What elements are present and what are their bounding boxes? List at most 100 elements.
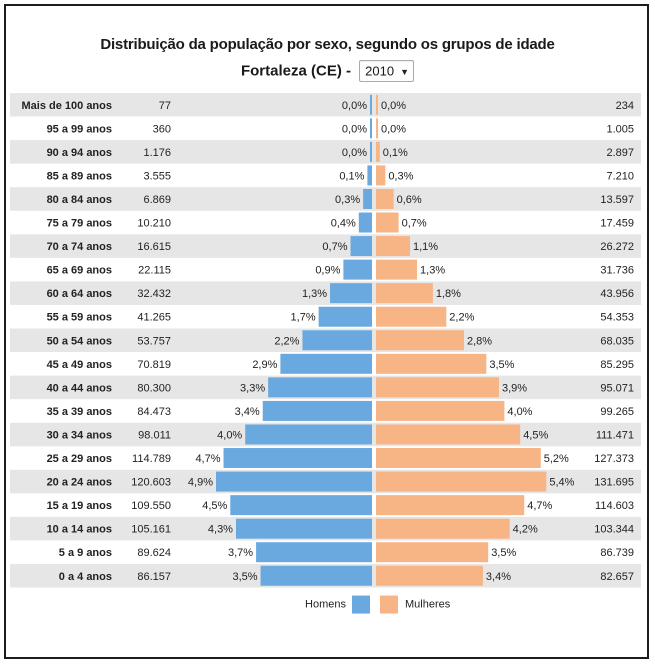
men-value: 120.603: [131, 477, 171, 489]
men-value: 89.624: [137, 547, 171, 559]
men-percent-label: 3,5%: [232, 571, 257, 583]
men-bar: [343, 259, 372, 280]
men-percent-label: 3,3%: [240, 382, 265, 394]
men-bar: [245, 424, 372, 445]
men-percent-label: 2,9%: [252, 359, 277, 371]
women-value: 7.210: [606, 170, 634, 182]
men-percent-label: 0,0%: [342, 100, 367, 112]
women-percent-label: 5,4%: [549, 477, 574, 489]
women-percent-label: 5,2%: [544, 453, 569, 465]
men-value: 10.210: [137, 218, 171, 230]
men-bar: [370, 118, 372, 139]
age-group-label: 10 a 14 anos: [47, 524, 112, 536]
men-value: 1.176: [143, 147, 171, 159]
age-group-label: 20 a 24 anos: [47, 477, 112, 489]
men-bar: [302, 330, 372, 351]
men-value: 105.161: [131, 524, 171, 536]
women-value: 114.603: [595, 500, 634, 512]
women-value: 26.272: [600, 241, 634, 253]
women-percent-label: 4,7%: [527, 500, 552, 512]
legend-label-mulheres: Mulheres: [405, 599, 451, 611]
age-group-label: 70 a 74 anos: [47, 241, 112, 253]
men-percent-label: 0,0%: [342, 123, 367, 135]
women-percent-label: 0,3%: [388, 170, 413, 182]
age-group-label: 60 a 64 anos: [47, 288, 112, 300]
women-percent-label: 2,2%: [449, 312, 474, 324]
women-percent-label: 3,9%: [502, 382, 527, 394]
women-percent-label: 0,6%: [397, 194, 422, 206]
age-group-label: 95 a 99 anos: [47, 123, 112, 135]
women-bar: [376, 259, 418, 280]
men-percent-label: 3,4%: [235, 406, 260, 418]
women-value: 127.373: [594, 453, 634, 465]
women-bar: [376, 353, 487, 374]
women-percent-label: 1,1%: [413, 241, 438, 253]
men-bar: [256, 542, 372, 563]
women-percent-label: 4,0%: [507, 406, 532, 418]
year-select[interactable]: 2010 ▼: [359, 60, 415, 82]
legend-swatch-mulheres: [380, 595, 398, 614]
women-percent-label: 4,5%: [523, 429, 548, 441]
age-group-label: 85 a 89 anos: [47, 170, 112, 182]
women-value: 234: [616, 100, 634, 112]
men-value: 86.157: [137, 571, 171, 583]
age-group-label: 35 a 39 anos: [47, 406, 112, 418]
age-group-label: 5 a 9 anos: [59, 547, 112, 559]
age-group-label: 30 a 34 anos: [47, 429, 112, 441]
women-bar: [376, 212, 399, 233]
women-bar: [376, 330, 465, 351]
age-group-label: 40 a 44 anos: [47, 382, 112, 394]
legend-swatch-homens: [352, 595, 370, 614]
women-bar: [376, 283, 433, 304]
women-percent-label: 1,8%: [436, 288, 461, 300]
men-bar: [367, 165, 372, 186]
men-value: 84.473: [137, 406, 171, 418]
women-percent-label: 0,1%: [383, 147, 408, 159]
age-group-label: 25 a 29 anos: [47, 453, 112, 465]
women-value: 43.956: [600, 288, 634, 300]
women-bar: [376, 448, 541, 469]
legend-label-homens: Homens: [305, 599, 346, 611]
men-value: 53.757: [137, 335, 171, 347]
age-group-label: 90 a 94 anos: [47, 147, 112, 159]
women-value: 54.353: [600, 312, 634, 324]
men-percent-label: 0,3%: [335, 194, 360, 206]
men-bar: [230, 495, 372, 516]
chevron-down-icon: ▼: [400, 66, 410, 77]
men-bar: [370, 94, 372, 115]
chart-subtitle: Fortaleza (CE) -: [240, 62, 351, 80]
women-bar: [376, 542, 489, 563]
women-value: 86.739: [600, 547, 634, 559]
women-bar: [376, 565, 483, 586]
women-value: 68.035: [600, 335, 634, 347]
women-bar: [376, 377, 499, 398]
men-value: 32.432: [137, 288, 171, 300]
men-value: 16.615: [137, 241, 171, 253]
chart-title: Distribuição da população por sexo, segu…: [100, 36, 555, 53]
men-percent-label: 4,0%: [217, 429, 242, 441]
men-value: 77: [159, 100, 171, 112]
women-bar: [376, 165, 386, 186]
men-percent-label: 4,3%: [208, 524, 233, 536]
men-value: 22.115: [138, 265, 171, 277]
row-band: [10, 93, 641, 117]
men-value: 114.789: [132, 453, 171, 465]
women-bar: [376, 236, 410, 257]
women-value: 17.459: [600, 218, 634, 230]
women-bar: [376, 118, 378, 139]
women-percent-label: 0,7%: [402, 218, 427, 230]
women-value: 13.597: [600, 194, 634, 206]
women-bar: [376, 518, 510, 539]
women-value: 99.265: [600, 406, 634, 418]
age-group-label: 15 a 19 anos: [47, 500, 112, 512]
men-bar: [262, 400, 372, 421]
men-bar: [280, 353, 372, 374]
women-percent-label: 1,3%: [420, 265, 445, 277]
men-percent-label: 0,0%: [342, 147, 367, 159]
men-bar: [330, 283, 372, 304]
row-band: [10, 234, 641, 258]
age-group-label: 65 a 69 anos: [47, 265, 112, 277]
women-value: 2.897: [606, 147, 634, 159]
women-value: 131.695: [594, 477, 634, 489]
